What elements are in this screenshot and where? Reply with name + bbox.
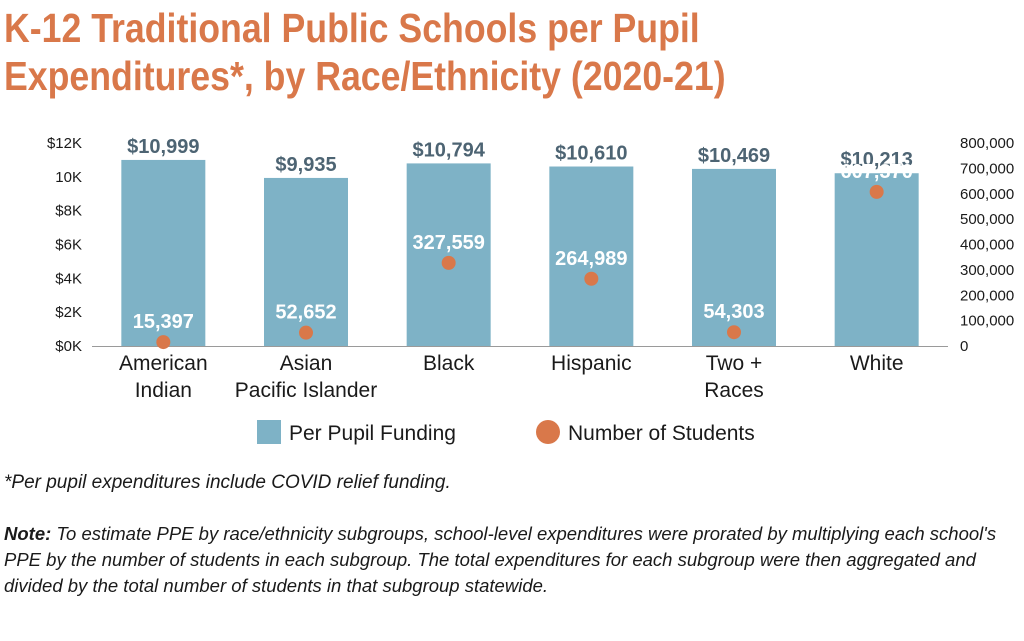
note-label: Note: — [4, 523, 52, 544]
category-label: Two + — [706, 352, 763, 375]
left-axis-tick-label: 10K — [55, 169, 82, 186]
student-count-dot — [727, 325, 741, 340]
chart-title-line-1: K-12 Traditional Public Schools per Pupi… — [4, 5, 700, 51]
legend-label-number-of-students: Number of Students — [568, 422, 755, 445]
student-count-dot — [441, 255, 456, 270]
left-axis-tick-label: $12K — [47, 135, 82, 152]
chart-title: K-12 Traditional Public Schools per Pupi… — [4, 4, 883, 100]
methodology-note: Note: To estimate PPE by race/ethnicity … — [4, 521, 1004, 599]
note-text: To estimate PPE by race/ethnicity subgro… — [4, 523, 997, 596]
right-axis-tick-label: 600,000 — [960, 186, 1014, 203]
bar-value-label: $10,610 — [555, 143, 627, 165]
student-count-dot — [584, 271, 599, 286]
bar-value-label: $10,213 — [841, 149, 913, 171]
left-axis-tick-label: $8K — [55, 203, 82, 220]
bar — [406, 163, 491, 346]
right-axis-tick-label: 300,000 — [960, 262, 1014, 279]
legend-swatch-number-of-students — [536, 420, 560, 444]
right-axis-tick-label: 0 — [960, 338, 968, 355]
bar-value-label: $10,999 — [127, 136, 199, 158]
student-count-label: 15,397 — [133, 311, 194, 333]
bar — [834, 173, 919, 346]
bar-value-label: $9,935 — [275, 154, 336, 176]
legend-swatch-per-pupil-funding — [257, 420, 281, 444]
student-count-label: 52,652 — [275, 302, 336, 324]
category-label: Races — [704, 379, 764, 402]
student-count-label: 327,559 — [413, 232, 485, 254]
bar-value-label: $10,794 — [413, 139, 486, 161]
category-label: Black — [423, 352, 475, 375]
category-label: White — [850, 352, 904, 375]
left-axis-tick-label: $0K — [55, 338, 82, 355]
category-label: Pacific Islander — [235, 379, 377, 402]
bar-value-label: $10,469 — [698, 145, 770, 167]
category-label: Indian — [135, 379, 192, 402]
right-axis-tick-label: 500,000 — [960, 211, 1014, 228]
category-label: Asian — [280, 352, 333, 375]
category-label: Hispanic — [551, 352, 632, 375]
student-count-label: 54,303 — [703, 301, 764, 323]
left-axis-tick-label: $4K — [55, 270, 82, 287]
right-axis-tick-label: 700,000 — [960, 160, 1014, 177]
right-axis-tick-label: 100,000 — [960, 313, 1014, 330]
right-axis-tick-label: 800,000 — [960, 135, 1014, 152]
student-count-label: 607,370 — [841, 161, 913, 183]
footnote: *Per pupil expenditures include COVID re… — [4, 472, 451, 493]
chart: $0K $2K $4K $6K $8K 10K $12K 0 100,000 200,000 300… — [47, 135, 1014, 445]
bar — [264, 177, 348, 346]
bar — [121, 159, 206, 346]
right-axis-tick-label: 400,000 — [960, 237, 1014, 254]
student-count-label: 264,989 — [555, 248, 627, 270]
chart-title-line-2: Expenditures*, by Race/Ethnicity (2020-2… — [4, 53, 726, 99]
student-count-dot — [299, 325, 313, 340]
left-axis-tick-label: $2K — [55, 304, 82, 321]
right-axis-tick-label: 200,000 — [960, 287, 1014, 304]
left-axis-tick-label: $6K — [55, 237, 82, 254]
student-count-dot — [869, 184, 884, 199]
bar — [549, 166, 634, 346]
student-count-dot — [156, 335, 171, 350]
bar — [692, 168, 776, 346]
legend-label-per-pupil-funding: Per Pupil Funding — [289, 422, 456, 445]
category-label: American — [119, 352, 208, 375]
